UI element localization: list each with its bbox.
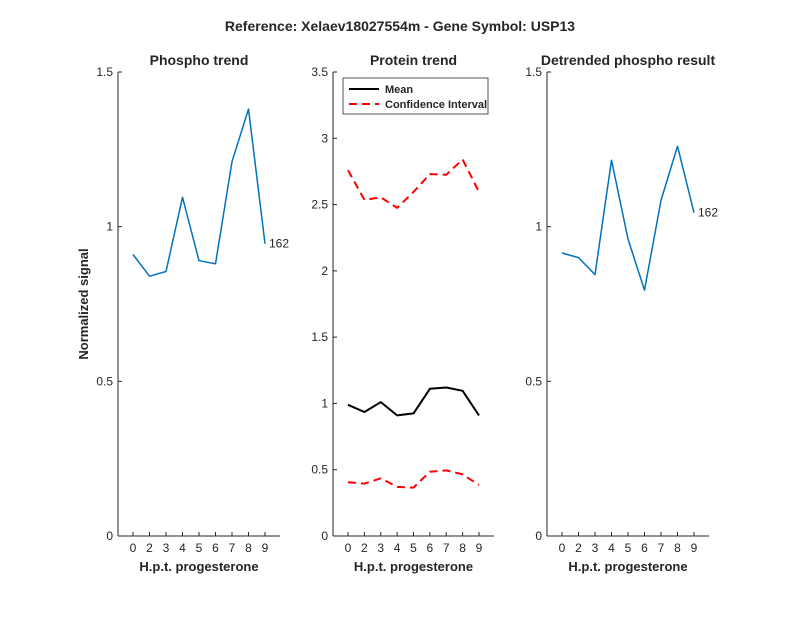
detrended-x-tick-label: 0 — [559, 541, 566, 555]
phospho-y-tick-label: 1 — [106, 220, 113, 234]
protein-chart-title: Protein trend — [370, 52, 457, 68]
detrended-series-line — [561, 145, 695, 291]
phospho-y-tick-label: 1.5 — [96, 65, 113, 79]
protein-x-tick-label: 6 — [427, 541, 434, 555]
phospho-x-tick-label: 5 — [196, 541, 203, 555]
detrended-x-tick-label: 9 — [691, 541, 698, 555]
detrended-x-tick-label: 2 — [575, 541, 582, 555]
protein-y-tick-label: 2 — [321, 264, 328, 278]
legend-entry-label: Mean — [385, 84, 413, 96]
phospho-chart-title: Phospho trend — [150, 52, 249, 68]
protein-y-tick-label: 1 — [321, 396, 328, 410]
protein-legend — [342, 77, 489, 115]
phospho-x-tick-label: 8 — [245, 541, 252, 555]
detrended-y-tick-label: 1.5 — [525, 65, 542, 79]
detrended-x-tick-label: 4 — [608, 541, 615, 555]
detrended-x-tick-label: 8 — [674, 541, 681, 555]
protein-x-tick-label: 5 — [410, 541, 417, 555]
protein-y-tick-label: 3.5 — [311, 65, 328, 79]
detrended-chart-title: Detrended phospho result — [541, 52, 716, 68]
detrended-y-tick-label: 0 — [535, 529, 542, 543]
protein-series-line — [347, 158, 480, 209]
detrended-x-tick-label: 7 — [658, 541, 665, 555]
detrended-x-axis-label: H.p.t. progesterone — [568, 559, 687, 574]
protein-series-line — [347, 386, 480, 417]
protein-x-tick-label: 0 — [345, 541, 352, 555]
phospho-x-tick-label: 2 — [146, 541, 153, 555]
detrended-x-tick-label: 6 — [641, 541, 648, 555]
detrended-y-tick-label: 0.5 — [525, 374, 542, 388]
protein-x-tick-label: 4 — [394, 541, 401, 555]
phospho-x-tick-label: 0 — [130, 541, 137, 555]
phospho-x-tick-label: 4 — [179, 541, 186, 555]
detrended-x-tick-label: 5 — [625, 541, 632, 555]
protein-y-tick-label: 0.5 — [311, 463, 328, 477]
phospho-y-tick-label: 0.5 — [96, 374, 113, 388]
protein-x-tick-label: 3 — [377, 541, 384, 555]
protein-x-tick-label: 7 — [443, 541, 450, 555]
phospho-x-tick-label: 6 — [212, 541, 219, 555]
detrended-point-annotation: 162 — [698, 206, 718, 220]
detrended-x-tick-label: 3 — [592, 541, 599, 555]
protein-y-tick-label: 3 — [321, 131, 328, 145]
phospho-x-tick-label: 7 — [229, 541, 236, 555]
protein-x-tick-label: 2 — [361, 541, 368, 555]
protein-x-tick-label: 8 — [459, 541, 466, 555]
phospho-x-tick-label: 9 — [262, 541, 269, 555]
phospho-y-axis-label: Normalized signal — [76, 248, 91, 359]
figure-title: Reference: Xelaev18027554m - Gene Symbol… — [225, 18, 575, 34]
protein-y-tick-label: 1.5 — [311, 330, 328, 344]
protein-y-tick-label: 0 — [321, 529, 328, 543]
detrended-y-tick-label: 1 — [535, 220, 542, 234]
protein-x-axis-label: H.p.t. progesterone — [354, 559, 473, 574]
protein-series-line — [347, 469, 480, 489]
legend-entry-label: Confidence Interval — [385, 99, 487, 111]
phospho-series-line — [132, 108, 266, 277]
protein-y-tick-label: 2.5 — [311, 198, 328, 212]
protein-x-tick-label: 9 — [476, 541, 483, 555]
phospho-point-annotation: 162 — [269, 237, 289, 251]
phospho-x-tick-label: 3 — [163, 541, 170, 555]
phospho-x-axis-label: H.p.t. progesterone — [139, 559, 258, 574]
phospho-y-tick-label: 0 — [106, 529, 113, 543]
